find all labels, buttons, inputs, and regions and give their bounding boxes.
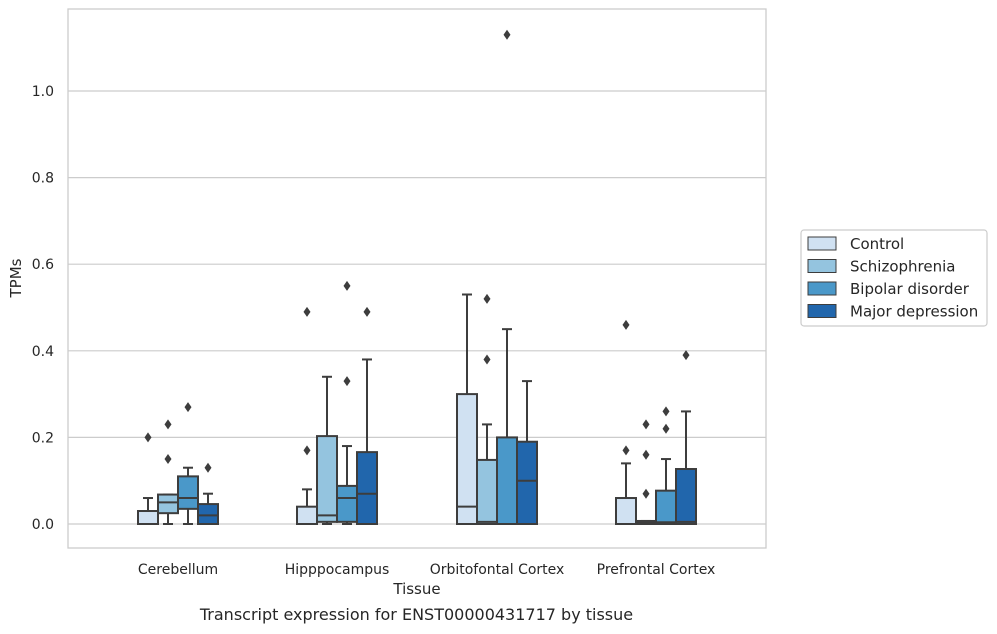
plot-frame bbox=[67, 8, 767, 549]
x-tick-label: Prefrontal Cortex bbox=[597, 562, 716, 578]
box-control bbox=[615, 319, 637, 525]
outlier-point bbox=[622, 319, 630, 330]
outlier-point bbox=[303, 306, 311, 317]
outlier-point bbox=[622, 445, 630, 456]
legend-swatch bbox=[807, 259, 837, 273]
legend-label: Major depression bbox=[850, 303, 978, 321]
box-bipolar-disorder bbox=[496, 29, 518, 525]
box-control bbox=[296, 306, 318, 525]
outlier-point bbox=[204, 462, 212, 473]
x-tick-labels: Cerebellum Hipppocampus Orbitofontal Corte… bbox=[138, 562, 715, 578]
y-tick-label: 0.4 bbox=[32, 344, 54, 360]
box-major-depression bbox=[356, 306, 378, 526]
x-tick-label: Cerebellum bbox=[138, 562, 218, 578]
x-tick-label: Orbitofontal Cortex bbox=[430, 562, 565, 578]
outlier-point bbox=[662, 423, 670, 434]
outlier-point bbox=[164, 419, 172, 430]
legend-swatch bbox=[807, 304, 837, 318]
box-body bbox=[177, 475, 199, 510]
box-schizophrenia bbox=[316, 375, 338, 525]
outlier-point bbox=[682, 350, 690, 361]
box-body bbox=[316, 435, 338, 523]
y-tick-labels: 0.0 0.2 0.4 0.6 0.8 1.0 bbox=[32, 84, 54, 533]
legend-label: Control bbox=[850, 235, 904, 253]
outlier-point bbox=[662, 406, 670, 417]
box-major-depression bbox=[516, 380, 538, 526]
box-body bbox=[456, 393, 478, 525]
box-schizophrenia bbox=[157, 419, 179, 525]
box-bipolar-disorder bbox=[177, 402, 199, 525]
y-tick-label: 0.8 bbox=[32, 171, 54, 187]
box-body bbox=[516, 440, 538, 526]
box-body bbox=[675, 468, 697, 526]
box-body bbox=[476, 458, 498, 525]
x-tick-label: Hipppocampus bbox=[285, 562, 390, 578]
outlier-point bbox=[184, 402, 192, 413]
box-schizophrenia bbox=[476, 293, 498, 525]
box-body bbox=[615, 497, 637, 525]
box-control bbox=[137, 432, 159, 526]
y-axis-title: TPMs bbox=[7, 258, 25, 298]
outlier-point bbox=[164, 454, 172, 465]
outlier-point bbox=[144, 432, 152, 443]
outlier-point bbox=[503, 29, 511, 40]
legend-label: Bipolar disorder bbox=[850, 280, 970, 298]
box-control bbox=[456, 293, 478, 525]
box-body bbox=[137, 510, 159, 526]
outlier-point bbox=[303, 445, 311, 456]
box-major-depression bbox=[197, 462, 219, 525]
outlier-point bbox=[483, 293, 491, 304]
box-body bbox=[197, 503, 219, 525]
box-body bbox=[336, 484, 358, 523]
outlier-point bbox=[642, 488, 650, 499]
x-axis-title: Tissue bbox=[392, 580, 440, 598]
y-tick-label: 1.0 bbox=[32, 84, 54, 100]
box-bipolar-disorder bbox=[655, 406, 677, 525]
outlier-point bbox=[343, 280, 351, 291]
y-tick-label: 0.6 bbox=[32, 257, 54, 273]
box-body bbox=[356, 451, 378, 526]
legend: Control Schizophrenia Bipolar disorder Majo… bbox=[800, 229, 988, 327]
outlier-point bbox=[343, 376, 351, 387]
legend-swatch bbox=[807, 236, 837, 251]
box-body bbox=[296, 505, 318, 525]
outlier-point bbox=[642, 419, 650, 430]
outlier-point bbox=[483, 354, 491, 365]
outlier-point bbox=[642, 449, 650, 460]
box-schizophrenia bbox=[635, 419, 657, 525]
boxes-layer bbox=[137, 29, 697, 526]
legend-frame bbox=[800, 229, 988, 327]
box-bipolar-disorder bbox=[336, 280, 358, 525]
legend-swatch bbox=[807, 281, 837, 296]
chart-caption: Transcript expression for ENST0000043171… bbox=[199, 605, 634, 624]
box-body bbox=[496, 436, 518, 525]
box-major-depression bbox=[675, 350, 697, 526]
legend-label: Schizophrenia bbox=[850, 258, 955, 276]
box-body bbox=[157, 493, 179, 515]
y-tick-label: 0.0 bbox=[32, 517, 54, 533]
outlier-point bbox=[363, 306, 371, 317]
y-tick-label: 0.2 bbox=[32, 430, 54, 446]
box-body bbox=[655, 489, 677, 525]
